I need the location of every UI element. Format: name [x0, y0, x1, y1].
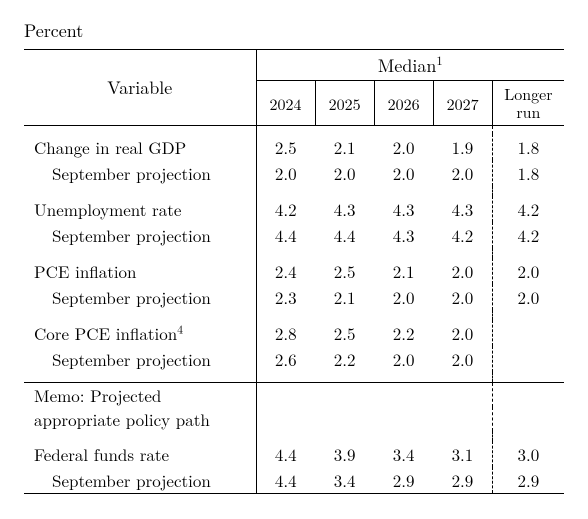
cell: 2.0 — [433, 320, 492, 346]
col-header-2024: 2024 — [256, 81, 315, 126]
col-header-longer-run: Longerrun — [492, 81, 564, 126]
cell: 4.4 — [315, 222, 374, 248]
table-row: Change in real GDP 2.5 2.1 2.0 1.9 1.8 — [24, 134, 564, 160]
cell: 4.3 — [315, 196, 374, 222]
table-row: Federal funds rate 4.4 3.9 3.4 3.1 3.0 — [24, 441, 564, 467]
col-header-2027: 2027 — [433, 81, 492, 126]
cell: 2.9 — [374, 467, 433, 494]
cell: 2.0 — [315, 160, 374, 186]
projections-table: Variable Median1 2024 2025 2026 2027 Lon… — [24, 49, 564, 494]
cell: 4.2 — [492, 222, 564, 248]
cell: 2.5 — [315, 320, 374, 346]
unit-label: Percent — [24, 18, 564, 43]
cell: 2.5 — [315, 258, 374, 284]
row-label: September projection — [24, 346, 256, 372]
table-row: PCE inflation 2.4 2.5 2.1 2.0 2.0 — [24, 258, 564, 284]
cell: 2.1 — [374, 258, 433, 284]
row-label: September projection — [24, 222, 256, 248]
row-label: Change in real GDP — [24, 134, 256, 160]
cell: 2.2 — [374, 320, 433, 346]
row-label: Unemployment rate — [24, 196, 256, 222]
cell: 4.4 — [256, 441, 315, 467]
cell: 2.5 — [256, 134, 315, 160]
row-label: Federal funds rate — [24, 441, 256, 467]
cell: 2.1 — [315, 134, 374, 160]
row-label: September projection — [24, 467, 256, 494]
cell: 2.0 — [433, 284, 492, 310]
cell: 4.3 — [374, 222, 433, 248]
cell: 3.9 — [315, 441, 374, 467]
row-label: PCE inflation — [24, 258, 256, 284]
cell: 4.4 — [256, 222, 315, 248]
table-row: September projection 2.0 2.0 2.0 2.0 1.8 — [24, 160, 564, 186]
memo-row: appropriate policy path — [24, 407, 564, 431]
col-header-2025: 2025 — [315, 81, 374, 126]
cell: 2.1 — [315, 284, 374, 310]
table-row: September projection 2.6 2.2 2.0 2.0 — [24, 346, 564, 372]
table-row: September projection 4.4 4.4 4.3 4.2 4.2 — [24, 222, 564, 248]
cell: 2.0 — [374, 346, 433, 372]
memo-row: Memo: Projected — [24, 383, 564, 408]
cell: 2.0 — [433, 160, 492, 186]
cell: 4.2 — [492, 196, 564, 222]
cell: 2.0 — [374, 160, 433, 186]
cell: 2.0 — [492, 284, 564, 310]
cell — [492, 346, 564, 372]
cell: 2.4 — [256, 258, 315, 284]
table-row: September projection 2.3 2.1 2.0 2.0 2.0 — [24, 284, 564, 310]
cell: 2.3 — [256, 284, 315, 310]
cell: 4.3 — [433, 196, 492, 222]
memo-label: Memo: Projected — [24, 383, 256, 408]
cell: 3.4 — [315, 467, 374, 494]
cell: 2.9 — [433, 467, 492, 494]
cell: 2.0 — [433, 346, 492, 372]
cell: 2.0 — [492, 258, 564, 284]
cell: 3.0 — [492, 441, 564, 467]
cell: 4.2 — [433, 222, 492, 248]
cell: 2.0 — [433, 258, 492, 284]
cell: 3.1 — [433, 441, 492, 467]
cell: 2.0 — [256, 160, 315, 186]
cell: 2.0 — [374, 284, 433, 310]
cell: 2.8 — [256, 320, 315, 346]
cell: 3.4 — [374, 441, 433, 467]
cell: 1.8 — [492, 160, 564, 186]
cell: 2.2 — [315, 346, 374, 372]
row-label: Core PCE inflation4 — [24, 320, 256, 346]
cell: 4.4 — [256, 467, 315, 494]
row-label: September projection — [24, 284, 256, 310]
row-label: September projection — [24, 160, 256, 186]
cell: 4.3 — [374, 196, 433, 222]
col-header-median: Median1 — [256, 50, 564, 81]
cell: 2.0 — [374, 134, 433, 160]
col-header-variable: Variable — [24, 50, 256, 126]
cell: 4.2 — [256, 196, 315, 222]
col-header-2026: 2026 — [374, 81, 433, 126]
cell: 1.8 — [492, 134, 564, 160]
cell — [492, 320, 564, 346]
cell: 1.9 — [433, 134, 492, 160]
cell: 2.9 — [492, 467, 564, 494]
memo-label: appropriate policy path — [24, 407, 256, 431]
cell: 2.6 — [256, 346, 315, 372]
table-row: Core PCE inflation4 2.8 2.5 2.2 2.0 — [24, 320, 564, 346]
table-row: Unemployment rate 4.2 4.3 4.3 4.3 4.2 — [24, 196, 564, 222]
table-row: September projection 4.4 3.4 2.9 2.9 2.9 — [24, 467, 564, 494]
